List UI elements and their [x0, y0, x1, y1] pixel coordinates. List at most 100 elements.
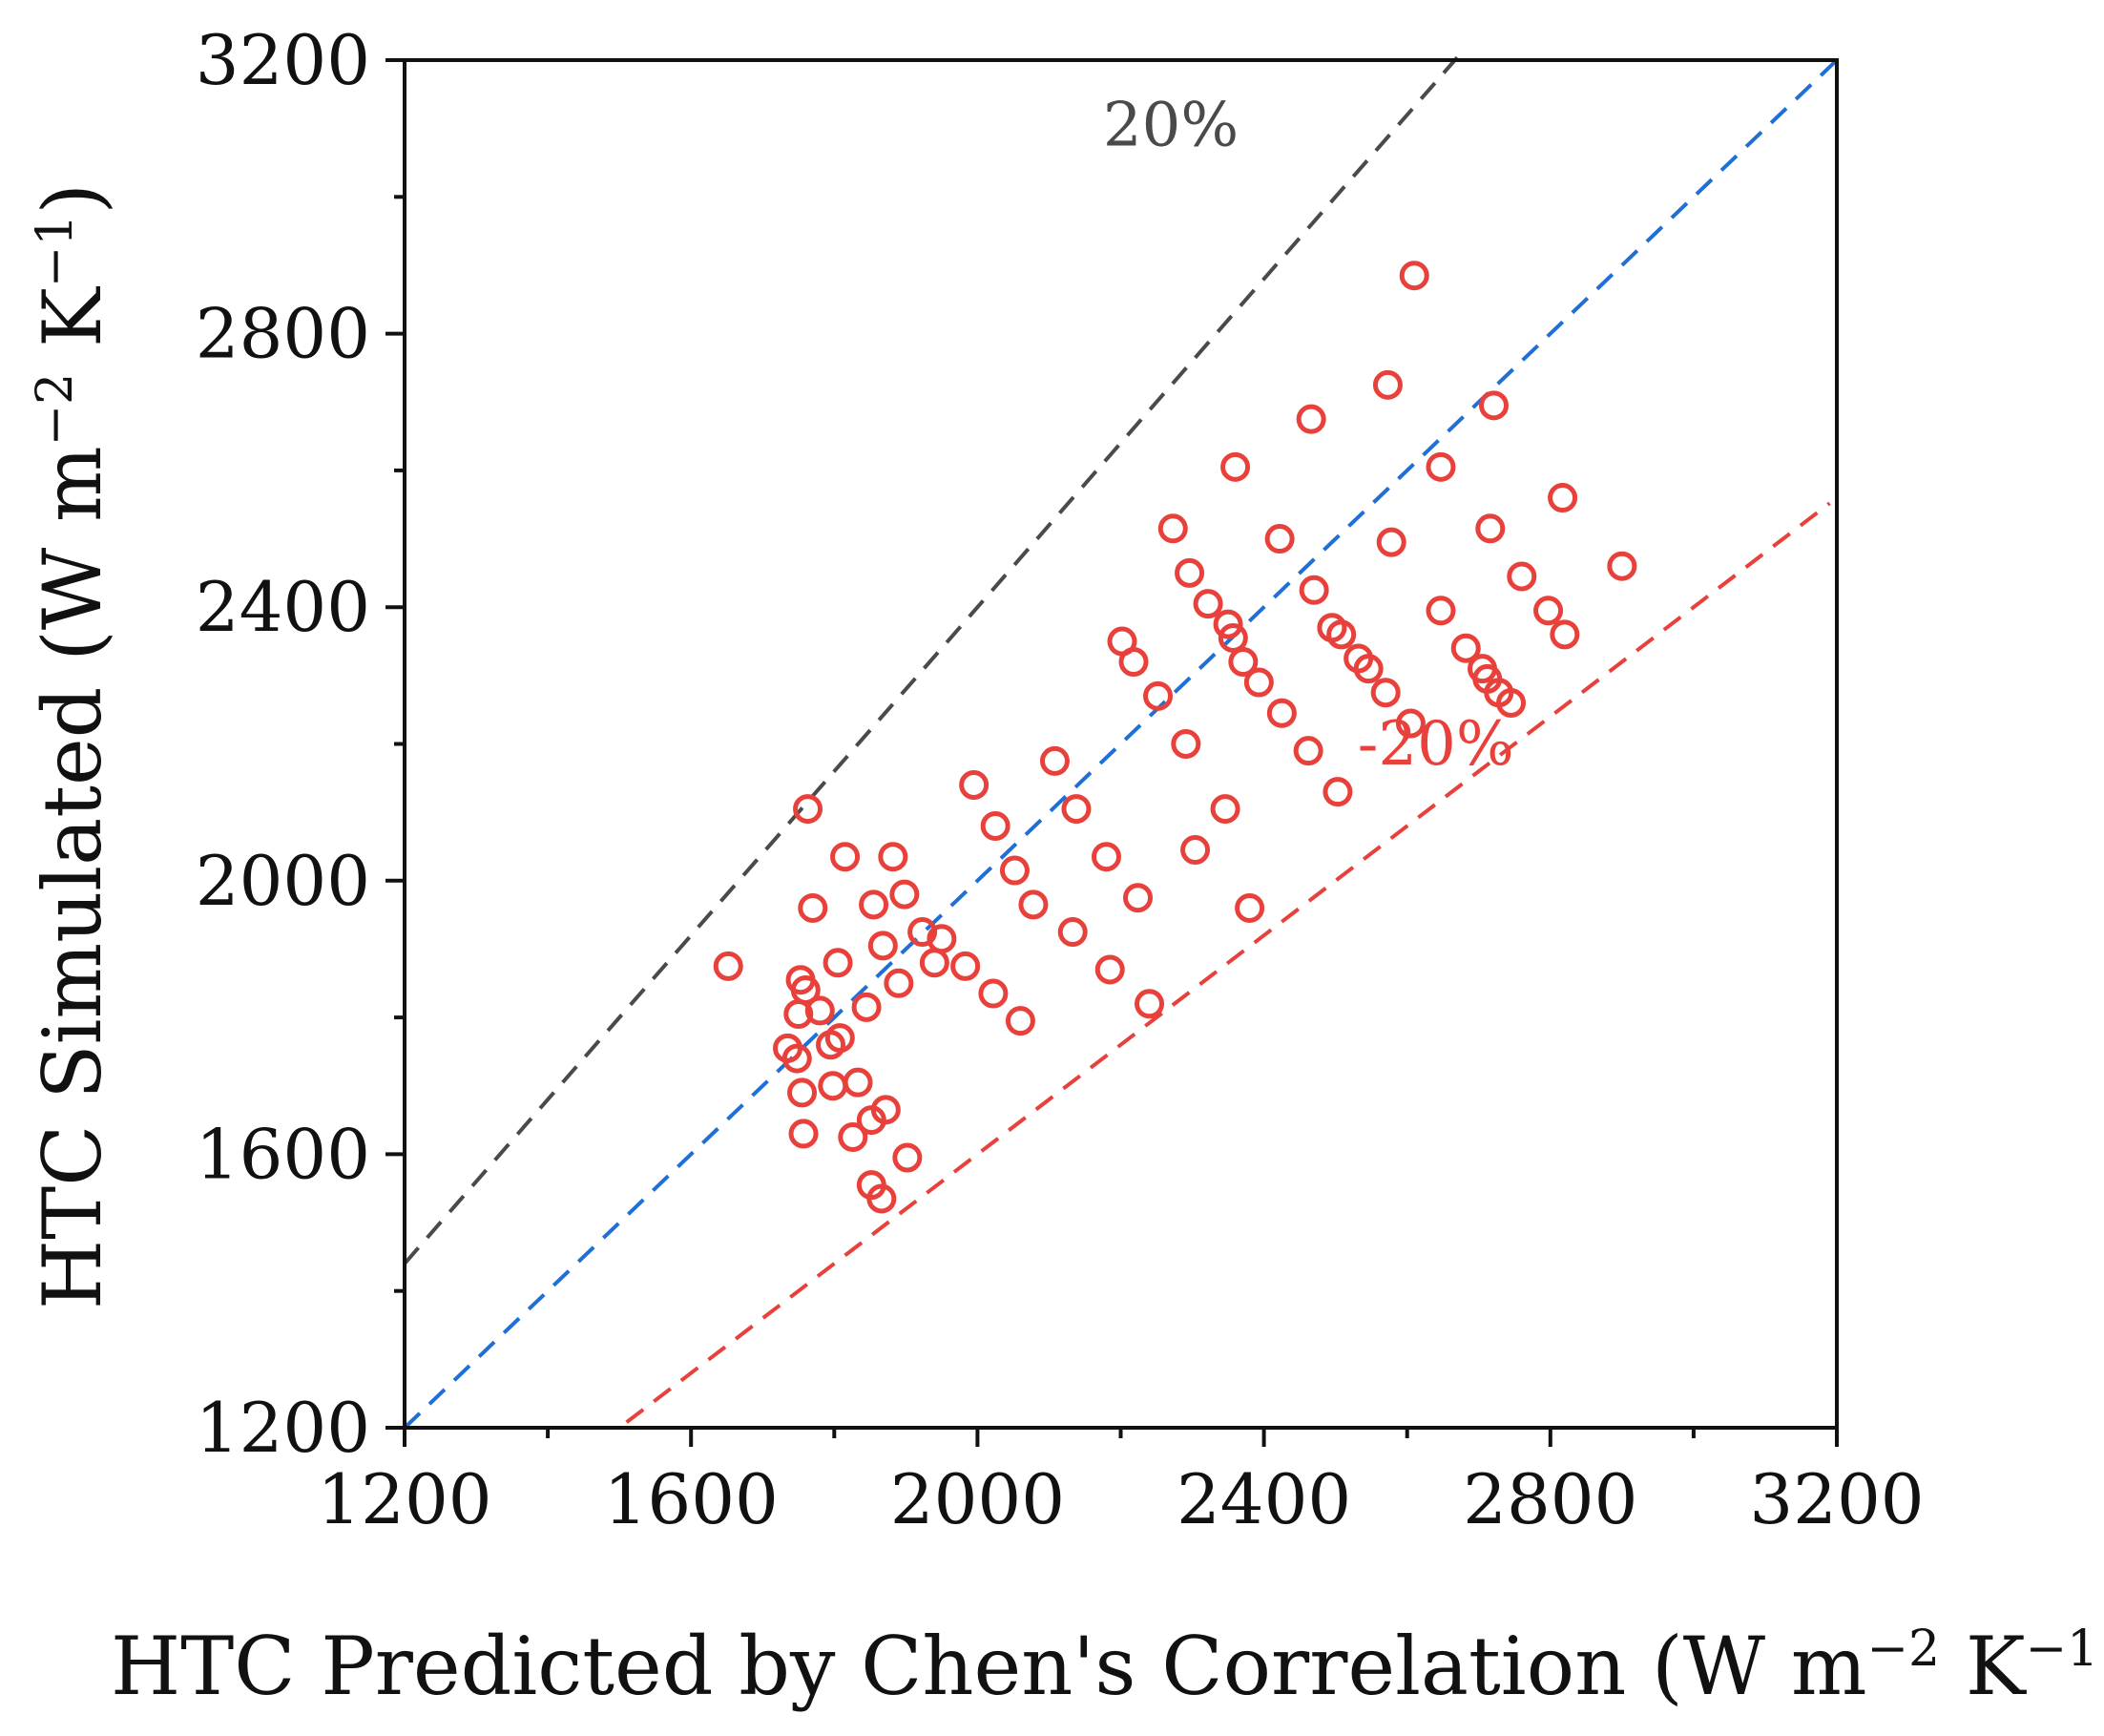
- y-axis-ticks: [385, 58, 405, 1430]
- data-point: [927, 924, 957, 954]
- data-point: [1180, 835, 1211, 866]
- x-tick-label: 1200: [317, 1459, 491, 1539]
- data-point: [889, 879, 920, 910]
- x-tick-label: 3200: [1749, 1459, 1924, 1539]
- reference-lines: [403, 55, 1839, 1430]
- data-point: [1450, 633, 1481, 663]
- data-point: [1607, 551, 1637, 581]
- data-point: [1039, 745, 1070, 776]
- data-point: [1057, 917, 1088, 948]
- data-point: [781, 1043, 812, 1074]
- x-tick-label: 2800: [1463, 1459, 1637, 1539]
- y-tick-label: 2800: [196, 294, 370, 374]
- data-point: [1326, 619, 1357, 650]
- data-point: [1293, 736, 1323, 766]
- x-axis-tick-labels: 1200 1600 2000 2400 2800 3200: [317, 1459, 1924, 1539]
- annotation-minus20: -20%: [1358, 709, 1514, 780]
- data-point: [1091, 842, 1121, 872]
- data-point: [1018, 889, 1049, 920]
- data-point: [1296, 404, 1326, 434]
- data-point: [1143, 680, 1174, 711]
- data-point: [959, 769, 990, 800]
- data-point: [1399, 261, 1429, 291]
- data-point: [878, 842, 908, 872]
- y-tick-label: 1600: [196, 1114, 370, 1194]
- data-point: [1135, 989, 1165, 1019]
- y-tick-label: 1200: [196, 1388, 370, 1468]
- data-point: [1550, 619, 1580, 650]
- data-point: [1395, 708, 1426, 739]
- ref-line-plus20: [403, 55, 1459, 1265]
- data-point: [1175, 557, 1205, 588]
- data-point: [818, 1071, 848, 1101]
- data-point: [859, 889, 889, 920]
- data-point: [1264, 524, 1295, 554]
- y-axis-title: HTC Simulated (W m−2 K−1): [26, 183, 119, 1309]
- data-point: [787, 1077, 818, 1108]
- data-points: [713, 261, 1637, 1214]
- data-point: [919, 948, 949, 978]
- x-axis-ticks: [403, 1428, 1839, 1447]
- data-point: [884, 968, 914, 998]
- data-point: [1005, 1006, 1035, 1036]
- data-point: [866, 1183, 897, 1214]
- y-axis-tick-labels: 1200 1600 2000 2400 2800 3200: [196, 20, 370, 1468]
- data-point: [1507, 561, 1537, 592]
- data-point: [1376, 527, 1406, 557]
- data-point: [892, 1142, 923, 1173]
- data-point: [1218, 622, 1248, 653]
- ref-line-minus20: [625, 501, 1831, 1424]
- data-point: [1061, 794, 1092, 825]
- data-point: [1426, 596, 1456, 626]
- line-annotations: 20% -20%: [1103, 91, 1514, 780]
- data-point: [1235, 892, 1265, 923]
- data-point: [823, 948, 853, 978]
- x-axis-title: HTC Predicted by Chen's Correlation (W m…: [111, 1620, 2104, 1713]
- x-tick-label: 2400: [1177, 1459, 1351, 1539]
- data-point: [1353, 654, 1384, 684]
- data-point: [1548, 483, 1578, 513]
- data-point: [856, 1105, 886, 1136]
- data-point: [1496, 688, 1527, 719]
- data-point: [1213, 609, 1243, 639]
- data-point: [1323, 777, 1353, 807]
- data-point: [824, 1023, 855, 1054]
- data-point: [830, 842, 861, 872]
- data-point: [978, 978, 1009, 1009]
- data-point: [1370, 678, 1401, 708]
- plot-frame: [403, 58, 1839, 1430]
- data-point: [1426, 451, 1456, 482]
- data-point: [1372, 369, 1403, 400]
- data-point: [851, 992, 882, 1022]
- data-point: [1533, 596, 1564, 626]
- data-point: [793, 794, 823, 825]
- y-tick-label: 2400: [196, 567, 370, 647]
- data-point: [1266, 698, 1297, 728]
- data-point: [1171, 729, 1201, 759]
- data-point: [804, 995, 835, 1026]
- data-point: [843, 1067, 873, 1098]
- ref-line-parity: [403, 58, 1839, 1430]
- data-point: [1228, 647, 1259, 678]
- data-point: [907, 917, 938, 948]
- data-point: [798, 892, 828, 923]
- data-point: [1243, 667, 1274, 698]
- data-point: [867, 931, 898, 961]
- data-point: [999, 855, 1030, 886]
- data-point: [838, 1121, 868, 1152]
- x-tick-label: 2000: [890, 1459, 1065, 1539]
- x-tick-label: 1600: [604, 1459, 779, 1539]
- data-point: [783, 999, 814, 1030]
- data-point: [1118, 647, 1149, 678]
- data-point: [1299, 575, 1329, 605]
- data-point: [1210, 794, 1240, 825]
- y-tick-label: 3200: [196, 20, 370, 100]
- data-point: [1157, 513, 1188, 544]
- data-point: [1220, 451, 1251, 482]
- data-point: [1475, 513, 1506, 544]
- annotation-plus20: 20%: [1103, 91, 1239, 161]
- data-point: [1193, 589, 1223, 619]
- data-point: [950, 951, 981, 981]
- data-point: [1123, 883, 1154, 913]
